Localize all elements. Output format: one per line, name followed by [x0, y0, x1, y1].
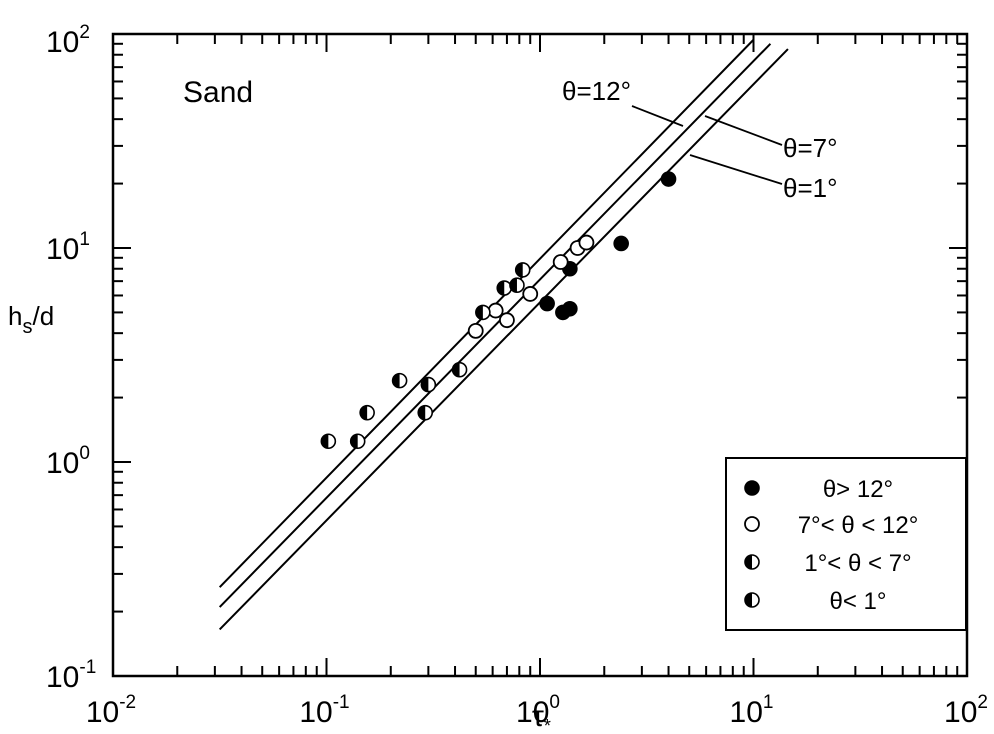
data-point-series-3 — [417, 404, 434, 421]
data-point-series-4 — [349, 433, 366, 450]
data-point-series-3 — [496, 280, 513, 296]
data-point-series-3 — [514, 262, 531, 278]
panel-label: Sand — [183, 76, 253, 109]
theta-lines — [218, 39, 789, 631]
x-tick-label: 100 — [516, 692, 560, 729]
data-point-series-1 — [660, 171, 677, 187]
legend-label-3: 1°< θ < 7° — [804, 550, 911, 577]
data-point-series-3 — [359, 404, 375, 421]
theta-line-2 — [218, 43, 772, 608]
y-axis-label: hs/d — [8, 301, 54, 338]
data-point-series-2 — [552, 254, 569, 270]
data-point-series-2 — [578, 234, 595, 251]
annotations: Sand θ=12° θ=7° θ=1° — [183, 76, 838, 203]
data-point-series-1 — [613, 235, 629, 252]
y-tick-label: 102 — [46, 22, 90, 59]
annotation-theta-7-label: θ=7° — [783, 133, 838, 163]
legend-marker-1 — [744, 480, 760, 496]
y-tick-label: 100 — [46, 443, 90, 480]
data-point-series-2 — [522, 286, 539, 302]
x-tick-label: 10-2 — [86, 692, 136, 729]
data-point-series-2 — [499, 312, 515, 329]
legend-label-2: 7°< θ < 12° — [798, 512, 919, 539]
annotation-theta-12-label: θ=12° — [562, 76, 631, 106]
x-tick-label: 10-1 — [299, 692, 349, 729]
data-point-series-4 — [320, 433, 337, 450]
legend: θ> 12° 7°< θ < 12° 1°< θ < 7° θ< 1° — [725, 457, 967, 631]
annotation-theta-1-label: θ=1° — [783, 173, 838, 203]
legend-label-1: θ> 12° — [823, 476, 893, 503]
annotation-theta-7-leader — [704, 115, 783, 146]
legend-box — [725, 457, 967, 631]
data-point-series-2 — [467, 322, 484, 339]
data-point-series-1 — [562, 300, 578, 317]
axis-labels: hs/d τ* — [8, 301, 551, 734]
annotation-theta-1-leader — [689, 154, 783, 185]
data-point-series-4 — [451, 361, 468, 378]
x-axis-label: τ* — [532, 700, 551, 734]
annotation-theta-12-leader — [631, 105, 684, 127]
data-point-series-3 — [509, 277, 525, 294]
y-tick-label: 101 — [46, 229, 90, 266]
legend-marker-4 — [744, 592, 760, 608]
y-tick-label: 10-1 — [46, 657, 96, 694]
data-points — [320, 171, 677, 450]
data-point-series-3 — [391, 372, 408, 389]
legend-marker-2 — [744, 516, 760, 532]
legend-label-4: θ< 1° — [830, 588, 887, 615]
x-tick-label: 102 — [944, 692, 988, 729]
data-point-series-1 — [539, 295, 555, 312]
legend-marker-3 — [744, 554, 760, 570]
data-point-series-3 — [420, 376, 437, 393]
x-tick-label: 101 — [730, 692, 774, 729]
theta-line-3 — [218, 48, 789, 631]
data-point-series-4 — [475, 304, 491, 321]
